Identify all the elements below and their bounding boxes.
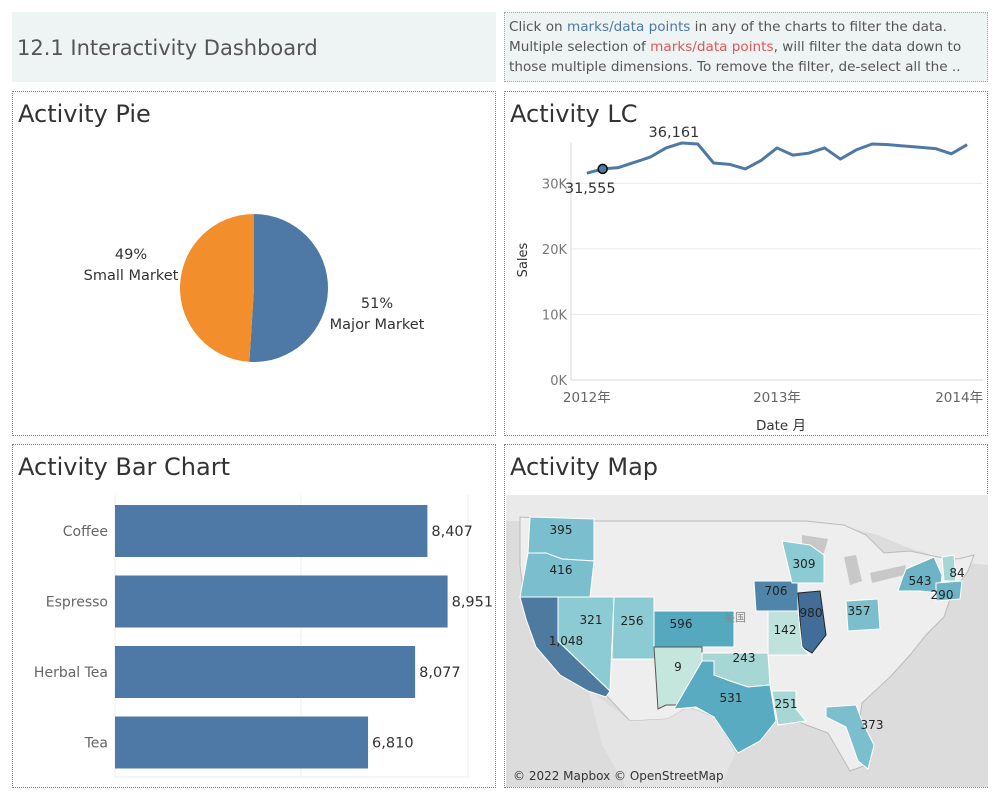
map-land-north — [506, 495, 988, 565]
map-credit: © 2022 Mapbox © OpenStreetMap — [513, 769, 724, 783]
map-label-new-hampshire: 84 — [949, 566, 964, 580]
map-label-ohio: 357 — [848, 604, 871, 618]
bar-tea[interactable] — [115, 716, 369, 769]
instr-text: Multiple selection of — [509, 39, 651, 55]
map-label-louisiana: 251 — [775, 697, 798, 711]
map-label-missouri: 142 — [774, 623, 797, 637]
dashboard-title-box: 12.1 Interactivity Dashboard — [12, 12, 496, 82]
map-label-wisconsin: 309 — [793, 557, 816, 571]
pie-label-small-name: Small Market — [84, 268, 179, 284]
instructions-text: Click on marks/data points in any of the… — [504, 12, 988, 82]
bar-espresso[interactable] — [115, 575, 448, 628]
bars: Coffee 8,407 Espresso 8,951 Herbal Tea 8,077 T… — [34, 505, 493, 769]
pie-title: Activity Pie — [18, 100, 151, 128]
bar-coffee[interactable] — [115, 505, 428, 557]
lake-icon — [844, 555, 862, 585]
state-florida[interactable] — [825, 704, 875, 770]
map-label-washington: 395 — [550, 523, 573, 537]
y-tick-label: 0K — [550, 374, 567, 389]
instr-text: Click on — [509, 19, 567, 35]
lake-icon — [870, 565, 906, 583]
y-tick-label: 30K — [542, 177, 568, 192]
pie-label-small-pct: 49% — [115, 247, 147, 263]
state-missouri[interactable] — [767, 610, 812, 656]
map-label-oklahoma: 243 — [733, 651, 756, 665]
x-tick-label: 2014年 — [935, 390, 983, 406]
bar-panel: Activity Bar Chart Coffee 8,407 Espresso 8,… — [12, 444, 496, 788]
x-tick-label: 2013年 — [753, 390, 801, 406]
map-label-colorado: 596 — [670, 617, 693, 631]
dashboard-title: 12.1 Interactivity Dashboard — [17, 36, 318, 60]
line-gridlines — [571, 182, 983, 381]
line-panel: Activity LC 0K 10K 20K 30K 2012年 2013年 2014年 … — [504, 91, 988, 436]
line-y-ticks: 0K 10K 20K 30K — [542, 177, 568, 389]
map-panel: Activity Map — [504, 444, 988, 788]
instr-text: , will filter the data down to — [773, 39, 962, 55]
state-nevada[interactable] — [557, 596, 615, 693]
bar-value-label: 8,407 — [431, 524, 473, 540]
map-label-nevada: 321 — [580, 613, 603, 627]
map-states — [519, 516, 963, 770]
map-label-california: 1,048 — [549, 634, 583, 648]
instr-text: those multiple dimensions. To remove the… — [509, 59, 961, 75]
x-tick-label: 2012年 — [563, 390, 611, 406]
bar-herbal-tea[interactable] — [115, 646, 416, 698]
map-label-new-mexico: 9 — [674, 660, 682, 674]
line-y-axis-label: Sales — [516, 242, 531, 277]
map-label-new-york: 543 — [909, 574, 932, 588]
instr-highlight-red: marks/data points — [650, 39, 774, 55]
bar-value-label: 6,810 — [372, 736, 414, 752]
pie-chart: 49% Small Market 51% Major Market — [84, 214, 425, 362]
pie-panel: Activity Pie 49% Small Market 51% Major … — [12, 91, 496, 436]
state-connecticut[interactable] — [935, 580, 963, 602]
state-texas[interactable] — [673, 660, 777, 754]
us-map: 美国 395 416 1,048 321 256 596 9 531 243 251 706 309 9… — [506, 495, 988, 787]
bar-chart: Coffee 8,407 Espresso 8,951 Herbal Tea 8,077 T… — [34, 495, 493, 778]
pie-label-major-pct: 51% — [361, 296, 393, 312]
line-title: Activity LC — [510, 100, 638, 128]
map-label-florida: 373 — [861, 718, 884, 732]
map-label-connecticut: 290 — [931, 588, 954, 602]
line-x-ticks: 2012年 2013年 2014年 — [563, 390, 983, 406]
map-title: Activity Map — [510, 453, 659, 481]
bar-value-label: 8,951 — [452, 595, 494, 611]
map-label-iowa: 706 — [765, 584, 788, 598]
bar-category-label: Coffee — [63, 524, 108, 540]
line-x-axis-label: Date 月 — [756, 418, 806, 434]
line-annotation-start: 31,555 — [565, 181, 616, 197]
selected-point-marker[interactable] — [597, 163, 608, 175]
instr-highlight-blue: marks/data points — [566, 19, 691, 35]
state-wisconsin[interactable] — [781, 540, 825, 584]
bar-title: Activity Bar Chart — [18, 453, 231, 481]
line-chart: 0K 10K 20K 30K 2012年 2013年 2014年 Sales Date 月… — [516, 125, 983, 434]
map-land-south — [588, 689, 736, 787]
sales-line[interactable] — [586, 141, 968, 175]
y-tick-label: 10K — [542, 308, 568, 323]
state-colorado[interactable] — [653, 610, 735, 648]
pie-label-major-name: Major Market — [330, 317, 425, 333]
state-new-york[interactable] — [897, 556, 943, 594]
line-annotation-peak: 36,161 — [649, 125, 700, 141]
map-label-illinois: 980 — [800, 606, 823, 620]
y-tick-label: 20K — [542, 243, 568, 258]
map-value-labels: 395 416 1,048 321 256 596 9 531 243 251 706 309 9801… — [549, 523, 965, 732]
map-label-oregon: 416 — [550, 563, 573, 577]
pie-slice-major-market[interactable] — [249, 214, 329, 362]
pie-slice-small-market[interactable] — [180, 214, 254, 362]
state-ohio[interactable] — [845, 598, 881, 632]
instr-text: in any of the charts to filter the data. — [690, 19, 947, 35]
bar-value-label: 8,077 — [419, 665, 461, 681]
bar-category-label: Tea — [84, 736, 108, 752]
map-label-utah: 256 — [621, 614, 644, 628]
map-label-texas: 531 — [720, 691, 743, 705]
map-country-label: 美国 — [724, 611, 746, 624]
state-louisiana[interactable] — [771, 690, 807, 726]
bar-category-label: Espresso — [46, 595, 108, 611]
bar-category-label: Herbal Tea — [34, 665, 108, 681]
